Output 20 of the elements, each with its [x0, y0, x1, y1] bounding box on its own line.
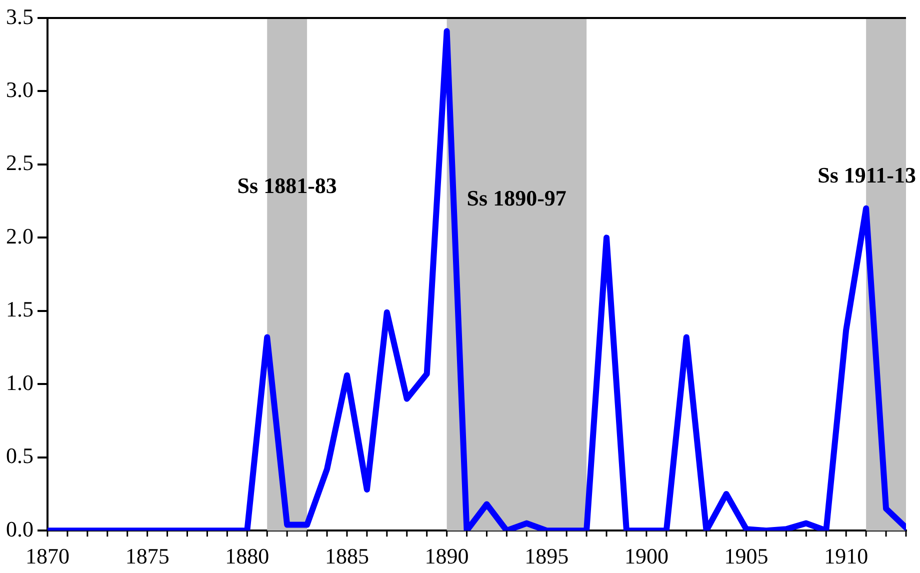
- x-tick-label: 1885: [324, 544, 369, 569]
- band-label: Ss 1911-13: [818, 162, 916, 188]
- x-tick-label: 1910: [824, 544, 868, 569]
- x-tick-label: 1900: [624, 544, 668, 569]
- y-tick-label: 2.0: [6, 223, 34, 248]
- x-tick-label: 1890: [424, 544, 469, 569]
- y-tick-label: 0.0: [6, 516, 34, 542]
- y-tick-label: 1.0: [6, 370, 34, 395]
- x-tick-label: 1880: [225, 544, 270, 569]
- y-tick-label: 2.5: [6, 150, 34, 176]
- y-tick-label: 1.5: [6, 296, 34, 322]
- x-tick-label: 1870: [26, 544, 70, 569]
- y-tick-label: 3.5: [6, 4, 34, 29]
- band-label: Ss 1890-97: [466, 186, 566, 211]
- y-tick-label: 0.5: [6, 443, 34, 468]
- x-tick-label: 1875: [125, 544, 170, 569]
- x-tick-label: 1905: [724, 544, 768, 569]
- x-tick-label: 1895: [524, 544, 569, 569]
- y-tick-label: 3.0: [6, 77, 34, 102]
- band-label: Ss 1881-83: [237, 172, 337, 198]
